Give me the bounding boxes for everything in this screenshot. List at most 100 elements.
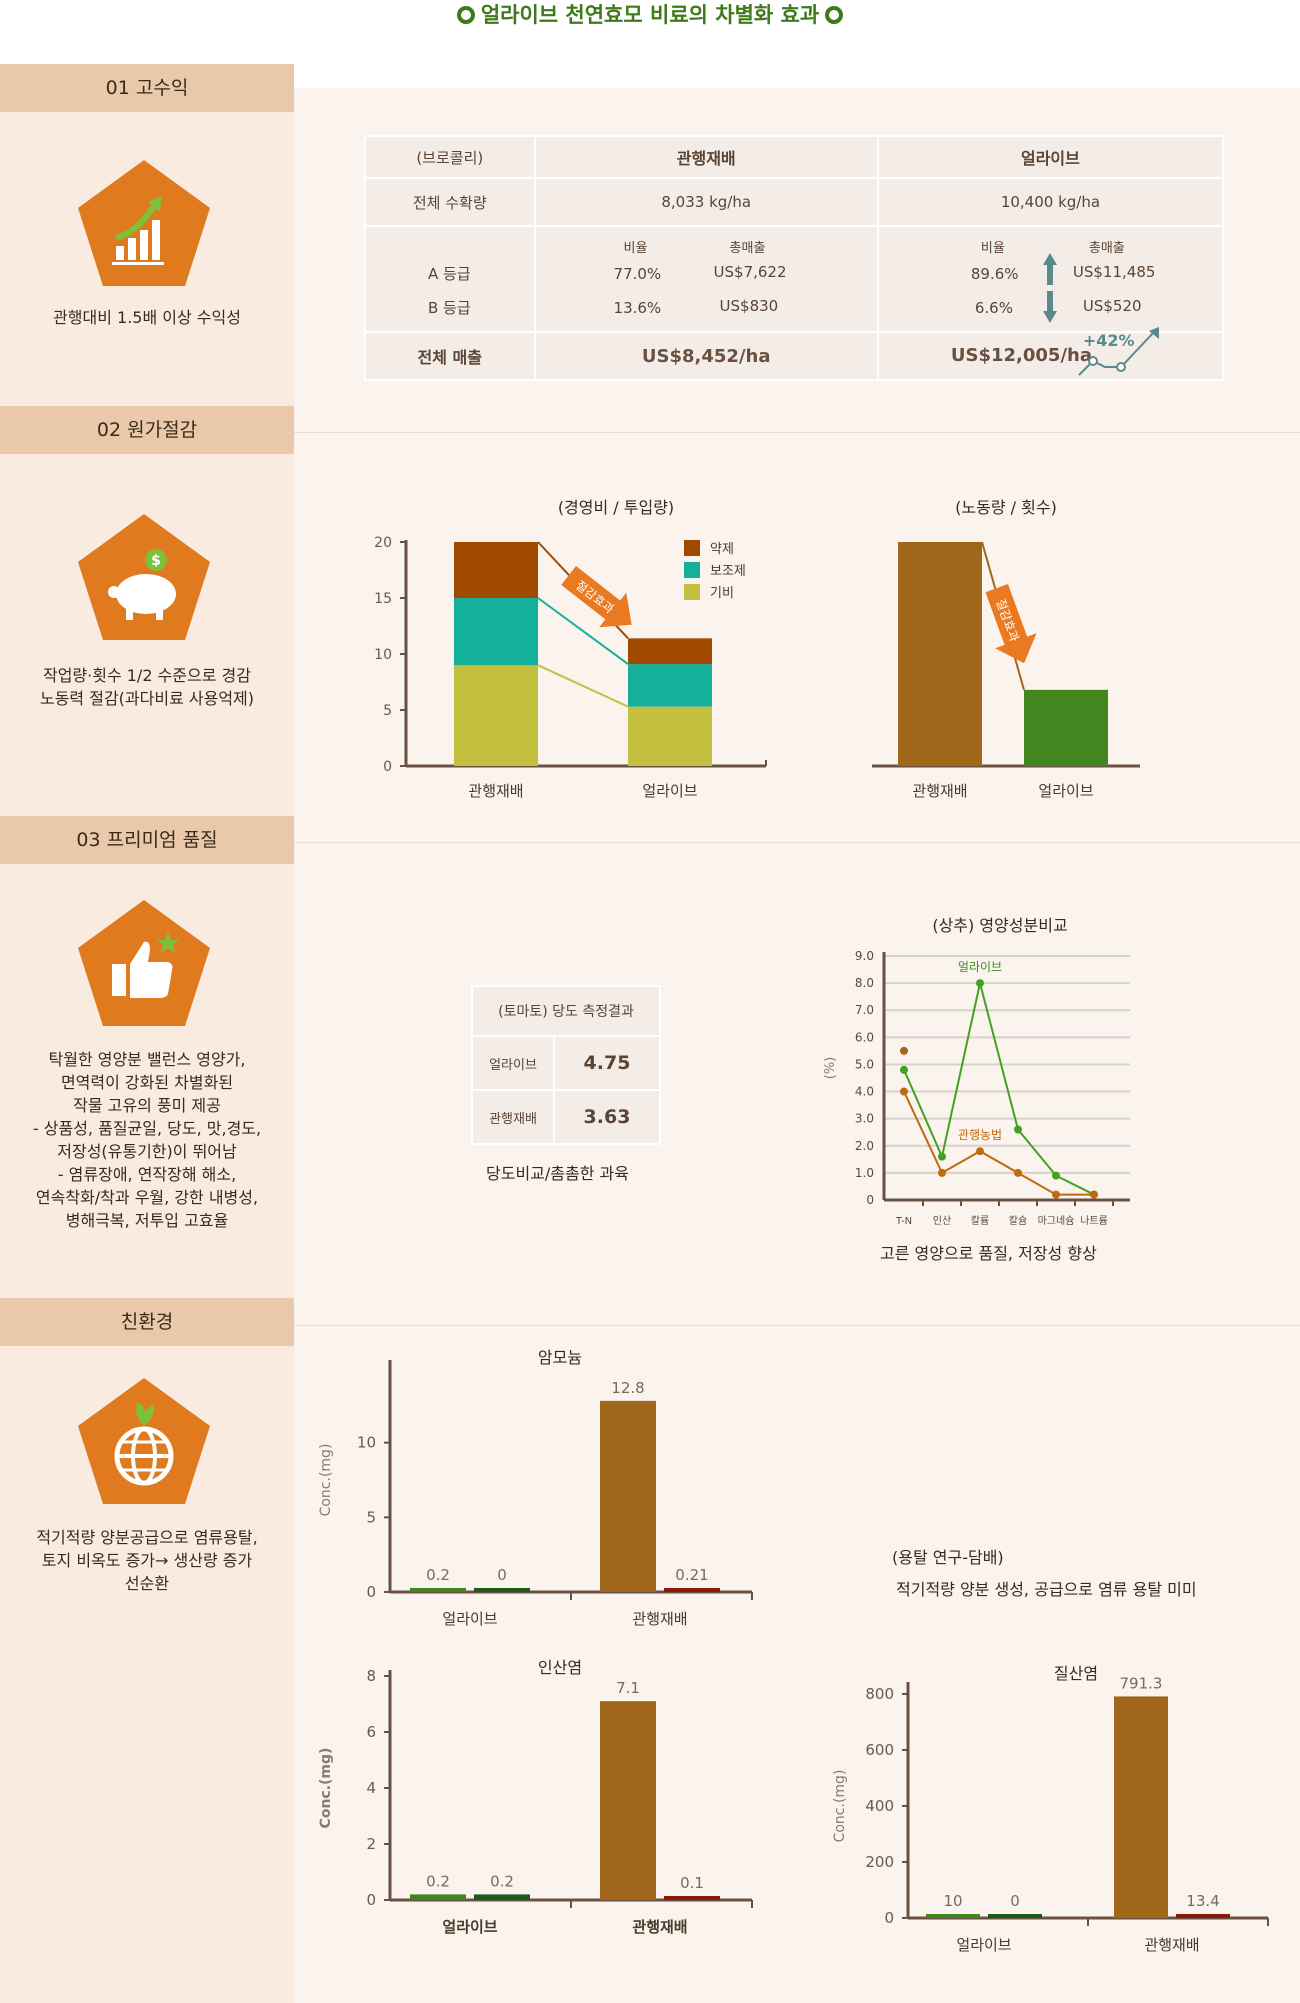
table-cell: 6.6% <box>974 299 1013 317</box>
data-label: 10 <box>943 1892 962 1910</box>
x-tick-label: 마그네슘 <box>1038 1215 1075 1227</box>
table-cell: US$830 <box>719 297 779 315</box>
table-cell: 관행재배 <box>471 1089 555 1145</box>
leaching-title: (용탈 연구-담배) <box>892 1548 1004 1567</box>
table-cell: US$7,622 <box>713 263 787 281</box>
table-cell: US$8,452/ha <box>533 331 879 381</box>
series-line-얼라이브 <box>903 982 1095 1196</box>
legend-label: 기비 <box>710 586 734 601</box>
table-cell: 전체 수확량 <box>364 177 536 227</box>
text-line: 토지 비옥도 증가→ 생산량 증가 <box>41 1551 253 1570</box>
y-tick-label: 2.0 <box>855 1139 874 1153</box>
total-alive: US$12,005/ha <box>950 345 1092 366</box>
saving-arrow: 절감효과 <box>561 566 632 628</box>
data-label: 0.2 <box>426 1872 450 1890</box>
x-tick-label: 칼륨 <box>971 1214 989 1227</box>
ring-icon <box>456 6 475 24</box>
y-tick-label: 10 <box>374 647 392 663</box>
x-tick-label: 칼슘 <box>1009 1214 1027 1227</box>
table-cell: 비율 총매출 89.6% US$11,485 6.6% US$520 <box>876 225 1225 333</box>
bar-관행재배 <box>898 542 982 766</box>
y-tick-label: 600 <box>865 1741 894 1759</box>
chart-title-nutrient: (상추) 영양성분비교 <box>932 916 1068 935</box>
table-cell: 89.6% <box>970 265 1019 283</box>
bar <box>988 1914 1042 1918</box>
ratio-header: 비율 <box>623 241 648 256</box>
chart-title-nitrate: 질산염 <box>1053 1664 1099 1683</box>
sales-header: 총매출 <box>1088 241 1125 256</box>
text-line: 탁월한 영양분 밸런스 영양가, <box>48 1050 246 1069</box>
bar-segment-약제 <box>454 542 538 598</box>
table-cell: 77.0% <box>613 265 662 283</box>
y-tick-label: 0 <box>383 759 392 775</box>
y-tick-label: 3.0 <box>855 1112 874 1126</box>
x-tick-label: T-N <box>895 1216 912 1227</box>
x-tick-label: 얼라이브 <box>442 1918 497 1936</box>
legend-label: 보조제 <box>710 564 746 579</box>
bar <box>664 1896 720 1900</box>
bar-얼라이브 <box>1024 689 1108 766</box>
nutrient-line-chart: 0 1.0 2.0 3.0 4.0 5.0 6.0 7.0 8.0 9.0 (%) T-N 인산 칼륨 칼슘… <box>823 949 1130 1227</box>
table-cell: A 등급 B 등급 <box>364 225 536 333</box>
bar <box>600 1400 656 1592</box>
arrow-up-icon <box>1042 253 1057 285</box>
x-tick-label: 관행재배 <box>1144 1936 1199 1954</box>
data-label: 0.21 <box>675 1566 708 1584</box>
table-header: 얼라이브 <box>876 135 1225 179</box>
nutrient-caption: 고른 영양으로 품질, 저장성 향상 <box>880 1244 1097 1263</box>
series-line-관행농법 <box>903 1091 1094 1196</box>
bar <box>410 1894 466 1900</box>
y-tick-label: 8.0 <box>855 976 874 990</box>
table-cell: 얼라이브 <box>471 1035 555 1091</box>
series-label: 얼라이브 <box>958 960 1002 974</box>
y-tick-label: 5.0 <box>855 1057 874 1071</box>
y-tick-label: 9.0 <box>855 949 874 963</box>
sugar-caption: 당도비교/촘촘한 과육 <box>486 1164 629 1183</box>
table-header: (브로콜리) <box>364 135 536 179</box>
section-label-high-profit: 01 고수익 <box>0 64 294 112</box>
y-tick-label: 10 <box>357 1434 376 1452</box>
table-header: 관행재배 <box>533 135 879 179</box>
data-label: 0.1 <box>680 1874 704 1892</box>
table-cell: 10,400 kg/ha <box>876 177 1225 227</box>
x-tick-label: 얼라이브 <box>1038 782 1093 800</box>
chart-title-ammonium: 암모늄 <box>537 1348 583 1367</box>
data-point <box>900 1087 908 1096</box>
section-label-eco-friendly: 친환경 <box>0 1298 294 1346</box>
y-tick-label: 1.0 <box>855 1166 874 1180</box>
text-line: 작업량·횟수 1/2 수준으로 경감 <box>42 666 251 685</box>
y-tick-label: 6.0 <box>855 1030 874 1044</box>
chart-title-cost: (경영비 / 투입량) <box>557 498 675 517</box>
increase-badge: +42% <box>1082 331 1135 350</box>
section-text-premium-quality: 탁월한 영양분 밸런스 영양가, 면역력이 강화된 차별화된 작물 고유의 풍미… <box>10 1048 284 1232</box>
text-line: 적기적량 양분공급으로 염류용탈, <box>36 1528 258 1547</box>
data-label: 13.4 <box>1186 1892 1219 1910</box>
bar-segment-기비 <box>454 665 538 766</box>
connector-line <box>537 664 629 708</box>
sidebar <box>0 64 294 2003</box>
sales-header: 총매출 <box>729 241 766 256</box>
connector-line <box>537 597 629 665</box>
x-tick-label: 얼라이브 <box>956 1936 1011 1954</box>
divider <box>294 842 1300 843</box>
data-label: 0 <box>1010 1892 1020 1910</box>
svg-text:$: $ <box>151 553 161 569</box>
y-tick-label: 800 <box>865 1685 894 1703</box>
nitrate-bar-chart: 0 200 400 600 800 Conc.(mg) 10 0 791.3 13.4 얼라이브 관행… <box>832 1674 1269 1954</box>
table-cell: 4.75 <box>553 1035 661 1091</box>
y-axis-label: Conc.(mg) <box>318 1748 334 1829</box>
saving-arrow: 절감효과 <box>985 584 1037 664</box>
data-label: 12.8 <box>611 1379 644 1397</box>
bar-segment-보조제 <box>628 664 712 707</box>
series-label: 관행농법 <box>958 1127 1002 1142</box>
section-label-premium-quality: 03 프리미엄 품질 <box>0 816 294 864</box>
y-tick-label: 7.0 <box>855 1003 874 1017</box>
trend-up-icon <box>1078 327 1159 376</box>
phosphate-bar-chart: 0 2 4 6 8 Conc.(mg) 0.2 0.2 7.1 0.1 얼라이브 관행재배 <box>318 1667 753 1936</box>
page-title-text: 얼라이브 천연효모 비료의 차별화 효과 <box>480 3 820 27</box>
data-point <box>976 1147 984 1156</box>
sugar-table: (토마토) 당도 측정결과 얼라이브 4.75 관행재배 3.63 <box>471 985 661 1145</box>
saving-arrow-shape <box>985 584 1037 664</box>
y-tick-label: 6 <box>366 1723 376 1741</box>
y-tick-label: 15 <box>374 591 392 607</box>
